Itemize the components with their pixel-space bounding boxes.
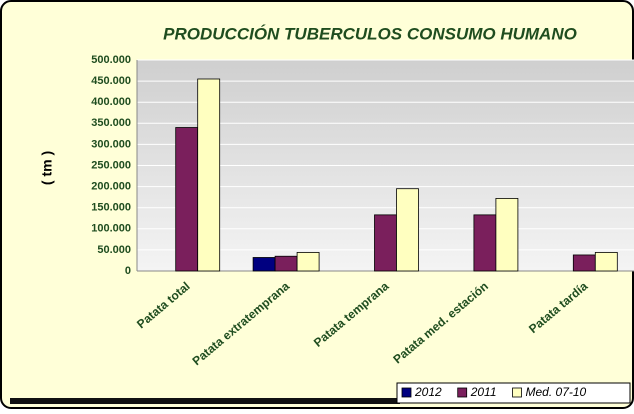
bar xyxy=(175,127,199,272)
legend-label: 2011 xyxy=(470,385,497,399)
y-tick-label: 200.000 xyxy=(91,181,131,193)
frame-bar xyxy=(10,398,400,404)
y-axis-label: ( tm ) xyxy=(39,151,55,185)
bar xyxy=(594,252,618,272)
bar xyxy=(396,188,419,272)
legend-label: Med. 07-10 xyxy=(526,385,587,399)
bar xyxy=(252,257,276,272)
bar xyxy=(296,252,320,272)
legend-label: 2012 xyxy=(414,385,442,399)
y-tick-label: 300.000 xyxy=(91,138,131,150)
y-tick-label: 50.000 xyxy=(97,244,131,256)
bar xyxy=(572,254,596,272)
chart-title: PRODUCCIÓN TUBERCULOS CONSUMO HUMANO xyxy=(163,24,577,43)
bar xyxy=(197,78,221,272)
y-tick-label: 450.000 xyxy=(91,75,131,87)
legend-swatch xyxy=(401,387,412,398)
bar xyxy=(473,214,497,272)
legend: 2012 2011 Med. 07-10 xyxy=(396,382,631,404)
bar xyxy=(495,198,519,272)
y-tick-label: 350.000 xyxy=(91,117,131,129)
y-tick-label: 250.000 xyxy=(91,159,131,171)
y-tick-label: 150.000 xyxy=(91,202,131,214)
bar xyxy=(274,255,298,272)
y-tick-label: 100.000 xyxy=(91,223,131,235)
y-tick-label: 0 xyxy=(125,265,131,277)
legend-swatch xyxy=(457,387,468,398)
legend-swatch xyxy=(512,387,522,398)
y-tick-label: 500.000 xyxy=(91,54,131,66)
bar xyxy=(374,214,397,272)
y-tick-label: 400.000 xyxy=(91,96,131,108)
